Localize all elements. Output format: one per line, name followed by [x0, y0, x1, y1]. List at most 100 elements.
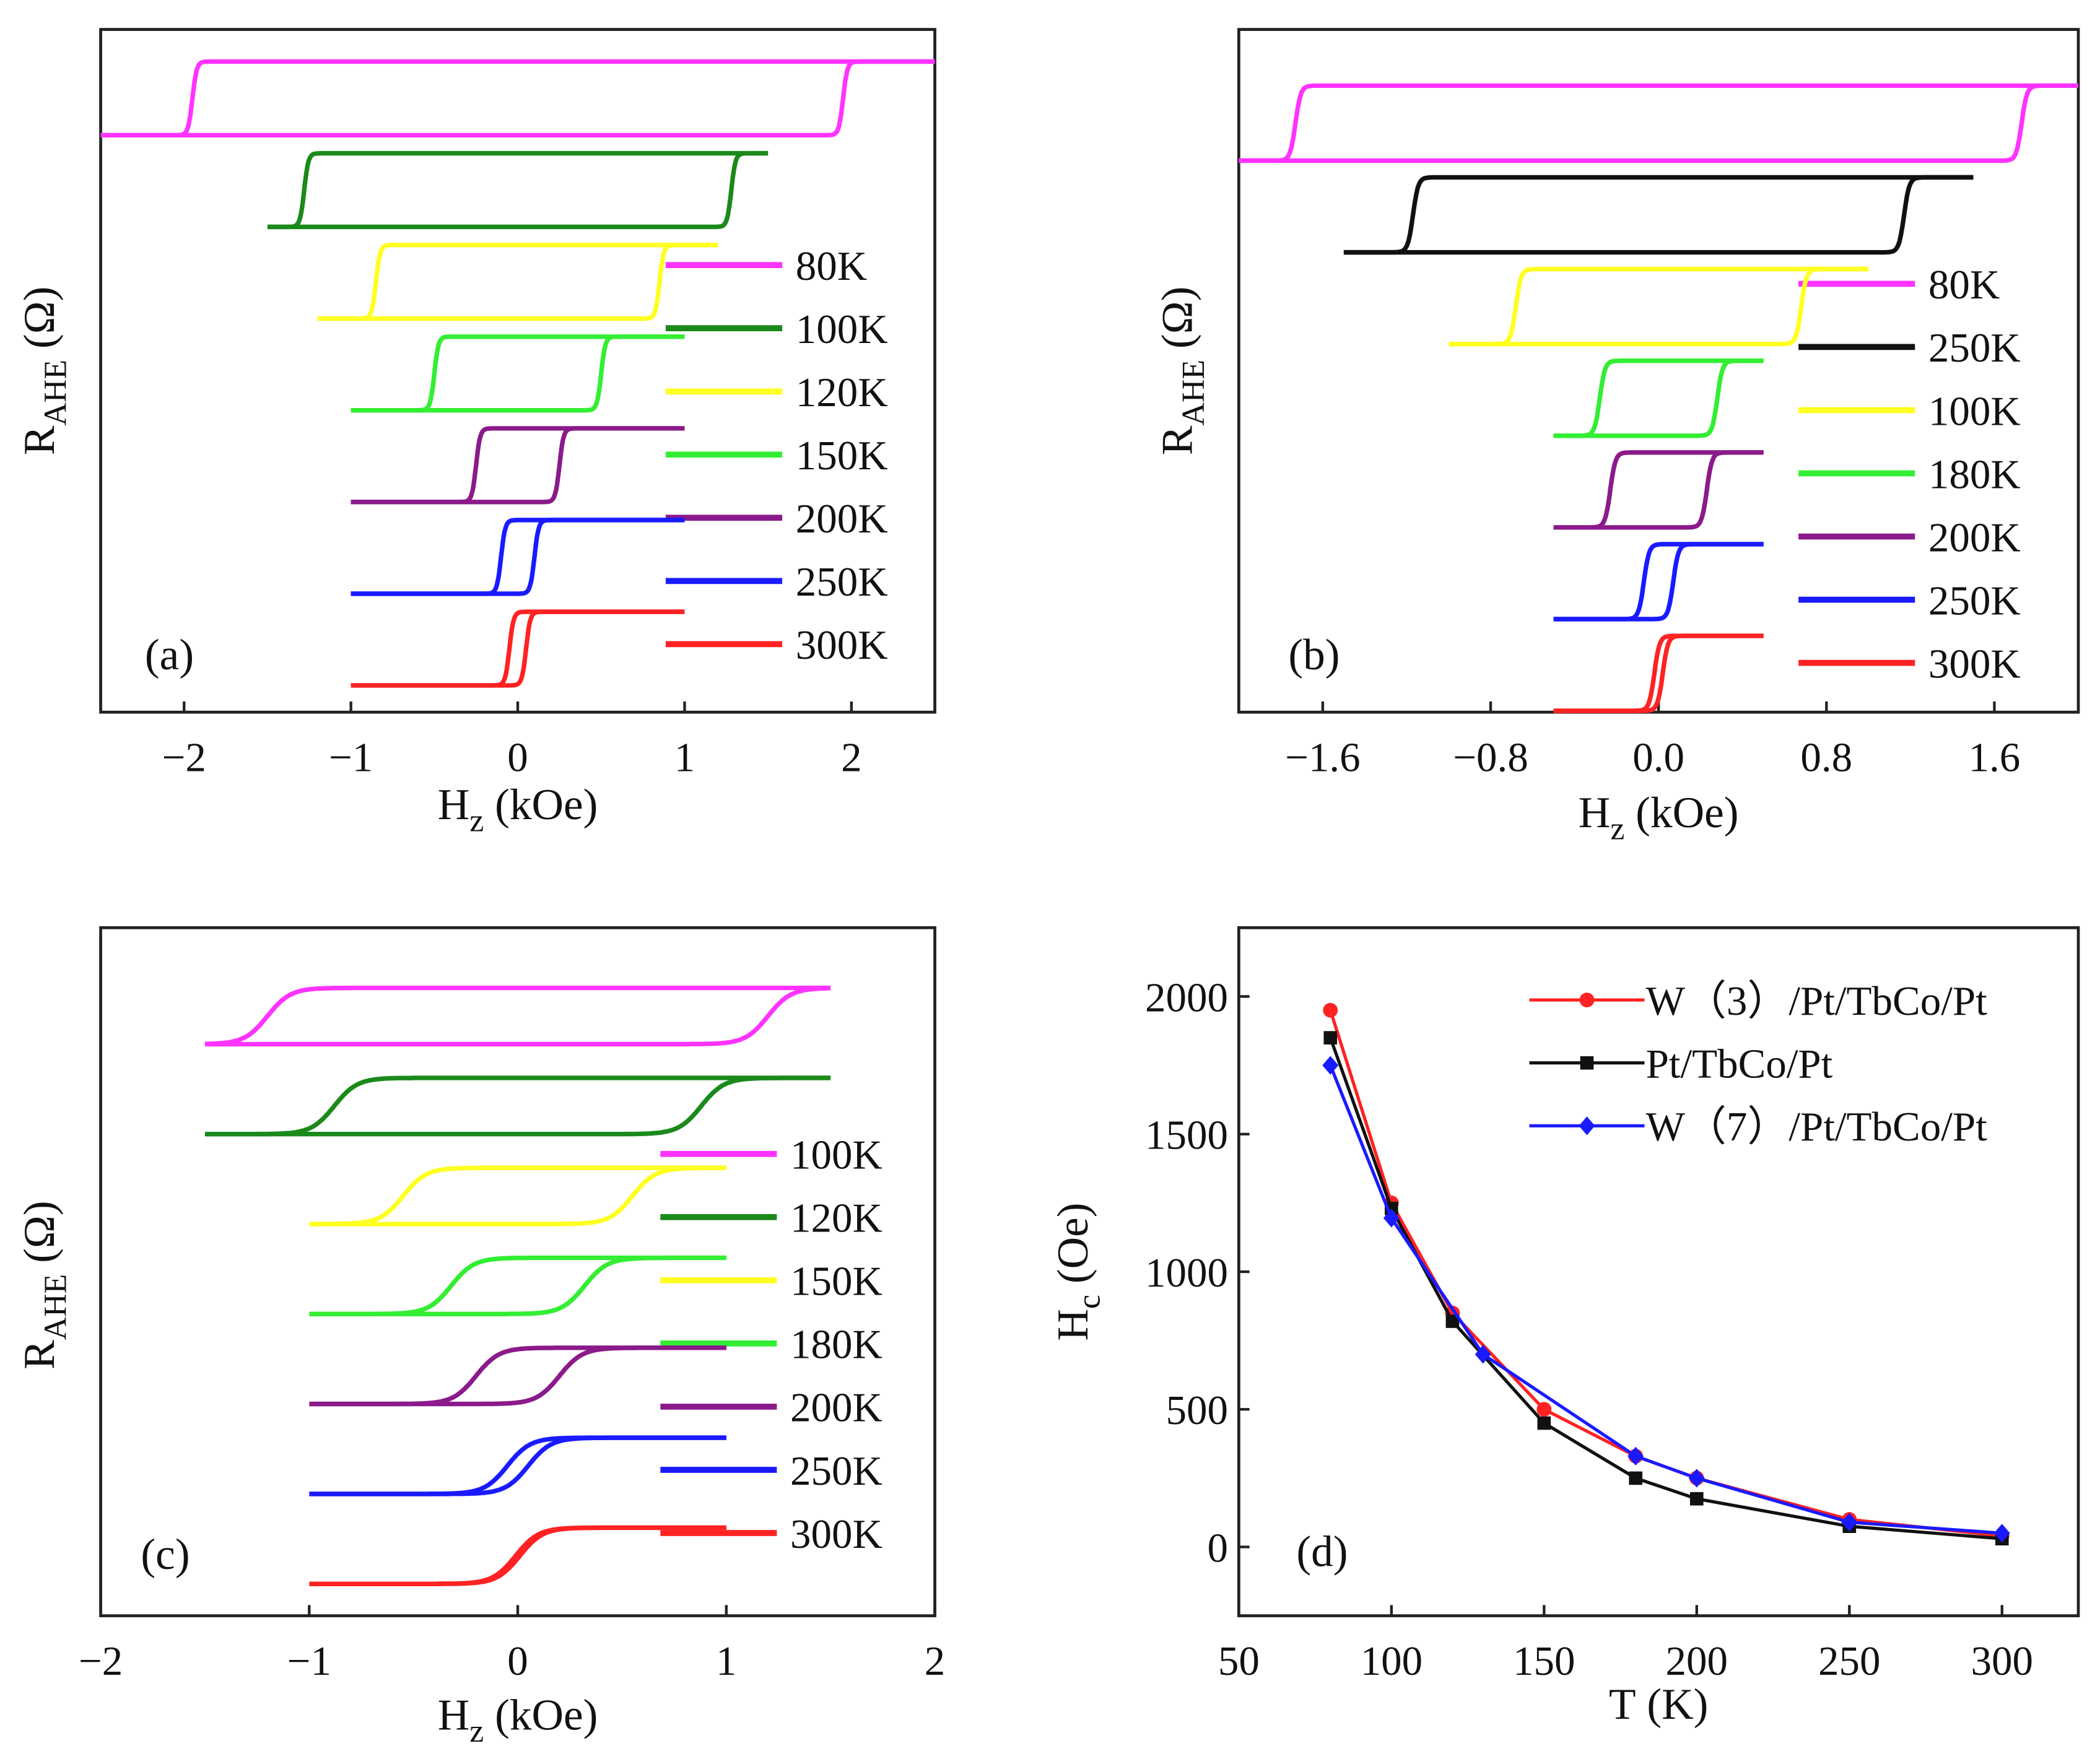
hysteresis-loop-300K: [1551, 633, 1766, 713]
hysteresis-loop-80K: [100, 59, 935, 138]
loop-branch-down: [1343, 175, 1974, 255]
legend-label: 300K: [790, 1511, 882, 1557]
y-axis-label-main: R: [15, 425, 64, 455]
data-point-diamond: [1322, 1056, 1339, 1075]
y-axis-label-sub: AHE: [1176, 360, 1211, 426]
loop-branch-up: [1447, 266, 1870, 347]
hysteresis-loop-180K: [308, 1255, 728, 1316]
panel-d: 50 100 150 200 250 300 T (K) Hc (Oe) (d) 0 500 1000…: [1048, 926, 2080, 1729]
hysteresis-loop-120K: [316, 242, 720, 321]
loop-branch-up: [1551, 633, 1766, 713]
legend-label: 150K: [790, 1259, 882, 1305]
loop-branch-down: [349, 518, 686, 596]
hysteresis-loop-150K: [308, 1165, 728, 1227]
hysteresis-loop-100K: [266, 150, 769, 230]
hysteresis-loop-150K: [349, 334, 686, 413]
series-2: [1322, 1056, 2010, 1543]
x-tick-label: 1: [716, 1638, 737, 1684]
panel-c: −2 −1 0 1 2 Hz (kOe) RAHE (Ω) (c) 100K 120K 150K 18…: [15, 926, 946, 1749]
legend-label: 100K: [1928, 388, 2021, 434]
hysteresis-loop-250K: [308, 1435, 728, 1496]
x-tick-label: 2: [925, 1638, 946, 1684]
y-tick-label: 0: [1208, 1525, 1229, 1571]
y-axis-label-main: H: [1048, 1309, 1097, 1341]
x-tick-label: 250: [1818, 1638, 1881, 1684]
x-tick-label: 1: [674, 734, 695, 780]
hysteresis-loop-100K: [204, 985, 832, 1047]
x-tick-label: 150: [1513, 1638, 1575, 1684]
y-axis-label: Hc (Oe): [1048, 1202, 1107, 1340]
y-axis-label-sub: AHE: [38, 360, 73, 426]
y-axis-label-unit: (Ω): [15, 1201, 64, 1274]
x-axis-label-unit: (kOe): [1624, 788, 1738, 837]
y-axis-label-main: R: [15, 1340, 64, 1370]
loop-branch-up: [204, 1075, 832, 1137]
x-tick-label: −0.8: [1453, 734, 1528, 780]
loop-branch-up: [316, 242, 720, 321]
x-tick-label: 0: [507, 1638, 528, 1684]
loop-branch-up: [1551, 358, 1766, 438]
legend-label: 200K: [790, 1385, 882, 1431]
legend-label: W（7）/Pt/TbCo/Pt: [1646, 1104, 1987, 1150]
loop-branch-up: [349, 426, 686, 505]
data-point-square: [1537, 1416, 1551, 1430]
x-axis-label-main: H: [438, 1690, 470, 1739]
hysteresis-loop-300K: [349, 609, 686, 688]
loop-branch-up: [349, 518, 686, 596]
hysteresis-loop-200K: [308, 1345, 728, 1407]
y-axis-label-unit: (Oe): [1048, 1202, 1097, 1295]
legend-label: 100K: [796, 306, 888, 352]
x-axis-label: Hz (kOe): [438, 1690, 598, 1748]
data-point-diamond: [1688, 1469, 1705, 1488]
panel-b: −1.6 −0.8 0.0 0.8 1.6 Hz (kOe) RAHE (Ω) (b) 80K 2…: [1153, 28, 2080, 847]
panel-label: (c): [141, 1530, 190, 1579]
data-point-square: [1323, 1031, 1338, 1045]
y-axis-label-unit: (Ω): [15, 287, 64, 360]
panel-a: −2 −1 0 1 2 Hz (kOe) RAHE (Ω) (a) 80K 100K 120K 150…: [15, 28, 936, 839]
legend-label: 120K: [796, 370, 888, 415]
loop-branch-down: [204, 985, 832, 1046]
y-axis-label: RAHE (Ω): [1153, 287, 1211, 456]
x-tick-label: 50: [1218, 1638, 1260, 1684]
loop-branch-up: [1343, 175, 1974, 255]
legend-label: 80K: [796, 243, 867, 289]
x-tick-label: −1.6: [1285, 734, 1361, 780]
y-axis-label-sub: c: [1071, 1295, 1107, 1309]
hysteresis-loop-120K: [204, 1075, 832, 1137]
loop-branch-down: [316, 242, 720, 321]
data-point-diamond: [1383, 1209, 1400, 1228]
x-axis-label-main: T: [1609, 1680, 1636, 1729]
data-point-square: [1629, 1471, 1643, 1485]
x-axis-label-unit: (K): [1636, 1680, 1709, 1729]
legend-label: 250K: [790, 1448, 882, 1494]
y-axis-label: RAHE (Ω): [15, 287, 73, 456]
x-tick-label: 1.6: [1969, 734, 2021, 780]
x-tick-label: 300: [1971, 1638, 2033, 1684]
x-tick-label: −2: [79, 1638, 123, 1684]
legend-label: 120K: [790, 1196, 882, 1241]
x-tick-label: 2: [841, 734, 862, 780]
hysteresis-loop-100K: [1447, 266, 1870, 347]
panel-label: (a): [145, 630, 194, 679]
legend-label: 250K: [1928, 325, 2021, 371]
loop-branch-down: [1447, 266, 1870, 347]
legend-label: 200K: [796, 496, 888, 542]
loop-branch-down: [266, 150, 769, 230]
loop-branch-down: [204, 1075, 832, 1137]
data-point-square: [1580, 1056, 1594, 1070]
hysteresis-loop-300K: [308, 1525, 728, 1586]
series-line: [1328, 1037, 2002, 1540]
y-tick-label: 1000: [1145, 1250, 1228, 1296]
loop-branch-down: [308, 1255, 728, 1316]
loop-branch-up: [204, 986, 832, 1047]
data-point-diamond: [1993, 1524, 2010, 1543]
axes-frame: [1237, 926, 2080, 1618]
panel-label: (b): [1288, 630, 1340, 679]
x-tick-label: 200: [1666, 1638, 1728, 1684]
loop-branch-down: [308, 1165, 728, 1227]
y-axis-label-sub: AHE: [38, 1274, 73, 1340]
data-point-circle: [1536, 1402, 1552, 1417]
loop-branch-down: [1551, 542, 1766, 622]
loop-branch-up: [1239, 83, 2079, 163]
data-point-diamond: [1475, 1345, 1491, 1364]
